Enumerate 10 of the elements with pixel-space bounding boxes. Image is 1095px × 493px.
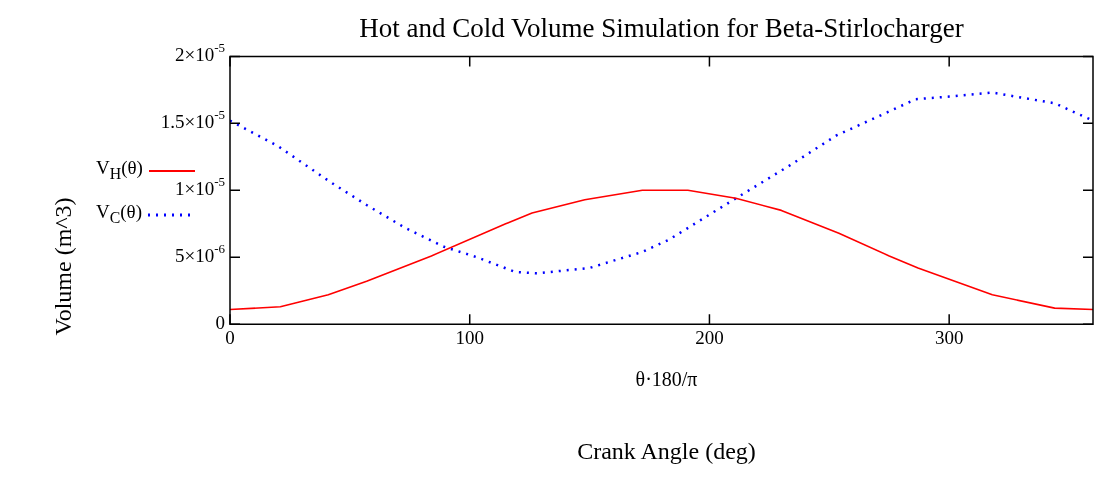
legend-label: V$_{H}$(θ)	[96, 157, 143, 184]
y-axis-title: Volume (m^3)	[49, 196, 77, 338]
x-tick-label: 200	[695, 326, 724, 348]
chart-title: Hot and Cold Volume Simulation for Beta-Stirlocharger	[359, 13, 964, 44]
x-tick-label: 100	[455, 326, 484, 348]
x-axis-title: Crank Angle (deg)	[576, 438, 757, 465]
y-tick-label: 0	[215, 312, 225, 334]
text: θ·180/π	[634, 368, 699, 391]
legend-label: V$_{C}$(θ)	[96, 200, 143, 228]
x-tick-label: 300	[934, 326, 964, 348]
